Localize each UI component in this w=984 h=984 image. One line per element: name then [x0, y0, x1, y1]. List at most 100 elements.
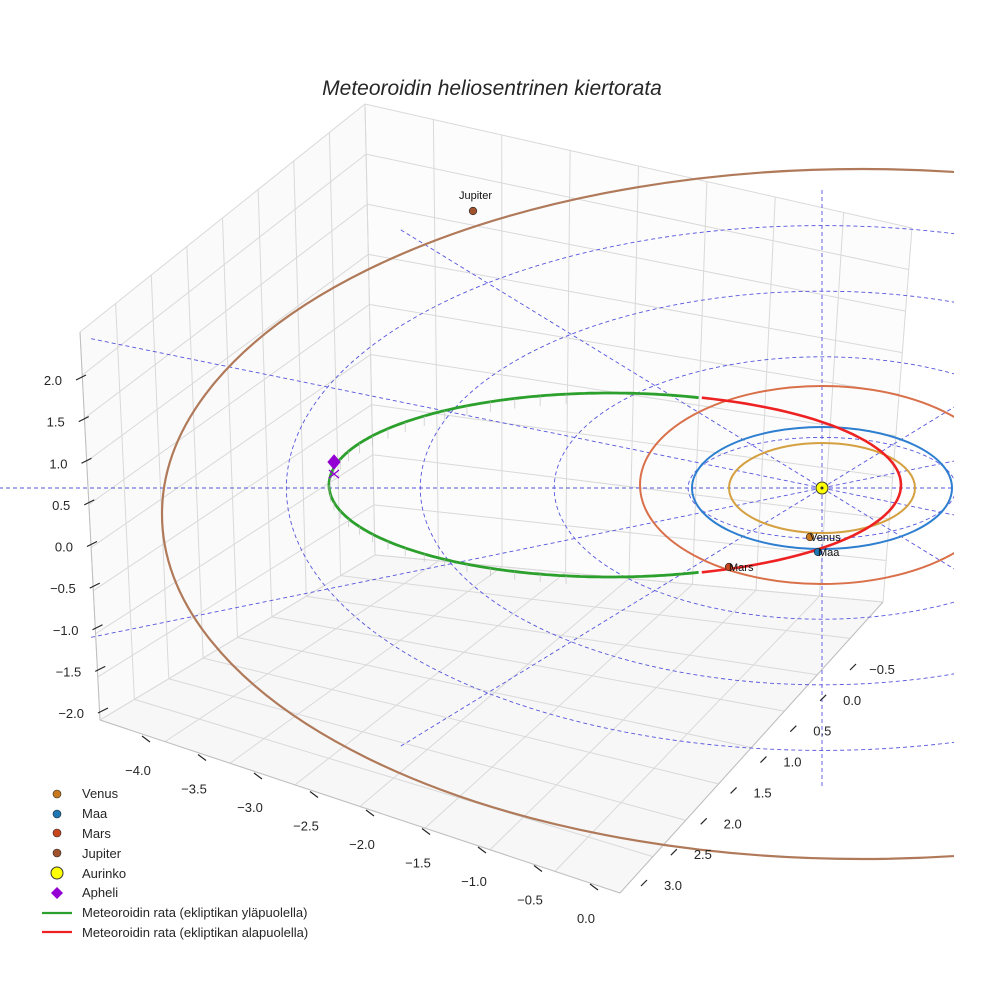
maa-marker — [813, 547, 823, 557]
legend-item: Mars — [40, 824, 308, 844]
x-tick-label: 0.0 — [577, 911, 595, 926]
y-tick-mark — [700, 817, 708, 825]
x-tick-label: −3.5 — [181, 782, 207, 797]
ecliptic-radial — [399, 228, 823, 489]
z-tick-label: 0.0 — [55, 540, 73, 555]
y-tick-mark — [819, 694, 827, 702]
ecliptic-radial — [399, 487, 823, 748]
z-tick-mark — [92, 624, 103, 631]
axis-ticks: 2.0 1.5 1.0 0.5 0.0 −0.5 −1.0 −1.5 −2.0 −4.0 −3.5 −… — [44, 373, 895, 926]
grid-line — [115, 303, 135, 700]
legend-label: Mars — [82, 825, 111, 841]
legend-swatch — [40, 846, 74, 860]
grid-line — [222, 217, 238, 638]
grid-line — [90, 354, 896, 548]
maa-label: Maa — [818, 547, 840, 559]
jupiter-marker — [468, 206, 478, 216]
legend-swatch — [40, 886, 74, 900]
grid-line — [79, 103, 913, 333]
y-tick-mark — [849, 663, 857, 671]
x-tick-mark — [589, 883, 599, 891]
x-tick-label: −2.0 — [349, 837, 375, 852]
y-tick-label: 2.0 — [724, 816, 742, 831]
grid-line — [692, 181, 708, 585]
legend-swatch — [40, 906, 74, 920]
x-axis-line — [99, 719, 621, 894]
legend-label: Meteoroidin rata (ekliptikan yläpuolella… — [82, 905, 308, 921]
orbit-scene: Venus Maa Mars Jupiter — [0, 168, 954, 860]
z-tick-mark — [89, 582, 101, 589]
z-tick-label: 0.5 — [52, 498, 70, 513]
floor-pane — [100, 555, 883, 893]
grid-line — [432, 119, 439, 561]
z-tick-mark — [78, 416, 90, 423]
grid-line — [489, 589, 757, 851]
grid-line — [359, 578, 630, 807]
y-tick-mark — [730, 787, 737, 794]
legend-label: Venus — [82, 786, 119, 802]
y-tick-label: 3.0 — [664, 878, 682, 893]
z-tick-label: 2.0 — [44, 373, 62, 388]
y-tick-label: 1.5 — [754, 785, 772, 800]
legend-label: Maa — [82, 806, 108, 822]
x-tick-mark — [253, 772, 263, 780]
x-tick-label: −2.5 — [293, 819, 319, 834]
grid-line — [565, 150, 571, 573]
grid-line — [424, 584, 693, 829]
z-tick-label: −2.0 — [58, 706, 84, 721]
y-tick-label: −0.5 — [869, 662, 895, 677]
grid-line — [186, 246, 204, 659]
grid-line — [293, 160, 307, 597]
legend-label: Aurinko — [82, 865, 127, 881]
mars-orbit — [639, 385, 954, 585]
y-tick-label: 0.5 — [813, 724, 831, 739]
y-tick-mark — [789, 725, 797, 733]
legend-label: Apheli — [82, 885, 119, 901]
grid-line — [95, 454, 890, 635]
grid-line — [755, 196, 776, 591]
legend-label: Jupiter — [82, 845, 122, 861]
jupiter-label: Jupiter — [459, 190, 492, 202]
venus-label: Venus — [810, 532, 841, 544]
aphelion-projection-marker — [328, 469, 340, 479]
venus-marker — [805, 532, 815, 542]
y-tick-mark — [760, 756, 767, 763]
x-tick-label: −1.5 — [405, 856, 431, 871]
grid-line — [86, 253, 903, 462]
legend-item: Maa — [40, 804, 308, 824]
grid-line — [88, 303, 900, 505]
z-tick-label: 1.5 — [47, 415, 65, 430]
legend: Venus Maa Mars Jupiter Aurinko Apheli Meteoroi… — [40, 784, 308, 942]
grid-line — [328, 132, 342, 576]
legend-item: Jupiter — [40, 843, 308, 863]
mars-marker — [724, 562, 734, 572]
z-tick-mark — [75, 374, 87, 381]
x-tick-mark — [309, 791, 319, 798]
z-tick-mark — [81, 457, 92, 464]
x-tick-mark — [477, 846, 487, 854]
z-tick-mark — [83, 499, 95, 506]
jupiter-orbit — [161, 168, 954, 860]
x-tick-mark — [197, 754, 207, 761]
x-tick-label: −4.0 — [125, 763, 151, 778]
x-tick-mark — [141, 735, 151, 743]
chart-title: Meteoroidin heliosentrinen kiertorata — [322, 77, 662, 100]
legend-item: Meteoroidin rata (ekliptikan yläpuolella… — [40, 903, 308, 923]
grid-line — [97, 504, 887, 678]
y-tick-label: 0.0 — [843, 693, 861, 708]
legend-item: Meteoroidin rata (ekliptikan alapuolella… — [40, 923, 308, 943]
ecliptic-radial — [90, 338, 823, 489]
y-tick-label: 2.5 — [694, 847, 712, 862]
z-tick-mark — [97, 707, 109, 714]
grid-line — [271, 616, 785, 712]
grid-line — [554, 595, 820, 872]
legend-swatch — [40, 925, 74, 939]
grid-line — [93, 404, 893, 592]
sun-center — [820, 486, 824, 490]
legend-item: Venus — [40, 784, 308, 804]
venus-orbit — [728, 442, 916, 534]
x-tick-label: −1.0 — [461, 874, 487, 889]
legend-swatch — [40, 826, 74, 840]
z-tick-label: 1.0 — [49, 456, 67, 471]
legend-swatch — [40, 787, 74, 801]
